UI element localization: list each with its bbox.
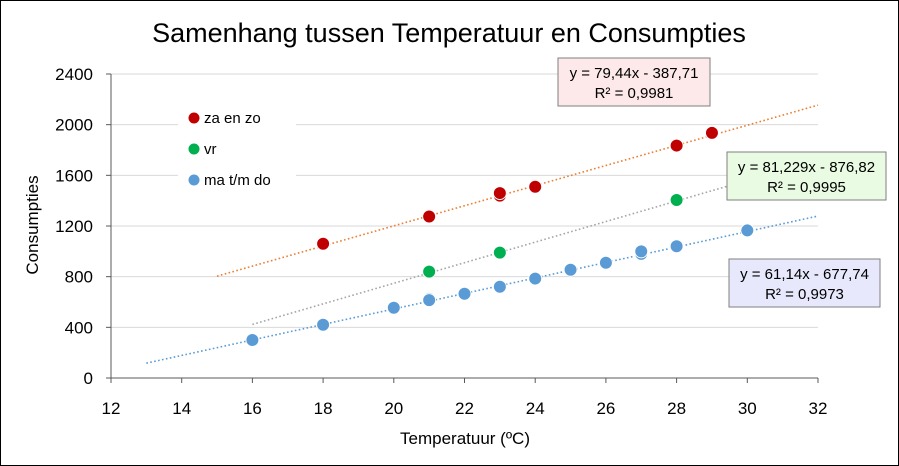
data-point-s3 (598, 255, 613, 270)
y-tick-labels: 0 400 800 1200 1600 2000 2400 (55, 65, 93, 388)
data-point-s3 (245, 333, 260, 347)
data-point-s1 (528, 179, 543, 194)
trendline-equation: y = 81,229x - 876,82 (738, 159, 875, 176)
data-point-s3 (422, 293, 437, 308)
trendline-equation: y = 79,44x - 387,71 (570, 65, 699, 82)
trendline-equation: y = 61,14x - 677,74 (740, 266, 869, 283)
data-point-s3 (457, 286, 472, 301)
x-tick-label: 20 (384, 399, 403, 418)
axes (106, 73, 819, 383)
trendline-label-2: y = 81,229x - 876,82 R² = 0,9995 (726, 151, 887, 201)
y-axis-label: Consumpties (23, 175, 42, 274)
legend: za en zo vr ma t/m do (178, 99, 296, 193)
legend-label: ma t/m do (204, 172, 271, 189)
x-tick-label: 26 (596, 399, 615, 418)
trendline-label-3: y = 61,14x - 677,74 R² = 0,9973 (728, 258, 881, 308)
x-tick-label: 32 (809, 399, 828, 418)
data-point-s2 (422, 264, 437, 279)
legend-label: za en zo (204, 110, 261, 127)
trendline-label-box (557, 57, 711, 107)
y-tick-label: 2000 (55, 116, 93, 135)
x-tick-label: 30 (738, 399, 757, 418)
legend-marker (188, 143, 200, 155)
x-tick-labels: 12 14 16 18 20 22 24 26 28 30 32 (102, 399, 828, 418)
data-point-s3 (492, 279, 507, 294)
data-point-s1 (316, 236, 331, 251)
y-tick-label: 2400 (55, 65, 93, 84)
y-tick-label: 1200 (55, 217, 93, 236)
trendline-r2: R² = 0,9995 (767, 179, 846, 196)
trendline-label-box (726, 151, 887, 201)
x-tick-label: 16 (243, 399, 262, 418)
data-point-s1 (422, 209, 437, 224)
data-point-s2 (669, 193, 684, 208)
data-point-s3 (669, 239, 684, 254)
data-point-s3 (634, 244, 649, 259)
data-point-s3 (528, 271, 543, 286)
x-tick-label: 22 (455, 399, 474, 418)
y-tick-label: 0 (84, 369, 93, 388)
x-axis-label: Temperatuur (ºC) (400, 429, 530, 448)
trendline-label-1: y = 79,44x - 387,71 R² = 0,9981 (557, 57, 711, 107)
legend-label: vr (204, 141, 217, 158)
trendline-label-box (728, 258, 881, 308)
x-tick-label: 12 (102, 399, 121, 418)
chart-title: Samenhang tussen Temperatuur en Consumpt… (152, 18, 746, 48)
x-tick-label: 14 (172, 399, 191, 418)
data-point-s2 (492, 245, 507, 260)
x-tick-label: 18 (314, 399, 333, 418)
data-point-s1 (492, 186, 507, 201)
legend-marker (188, 174, 200, 186)
x-tick-label: 24 (526, 399, 545, 418)
data-point-s1 (669, 138, 684, 153)
y-tick-label: 1600 (55, 166, 93, 185)
data-point-s3 (386, 300, 401, 315)
data-point-s3 (316, 317, 331, 332)
data-point-s3 (563, 262, 578, 277)
legend-marker (188, 112, 200, 124)
y-tick-label: 400 (65, 318, 93, 337)
trendline-labels: y = 79,44x - 387,71 R² = 0,9981 y = 81,229… (557, 57, 887, 308)
y-tick-label: 800 (65, 268, 93, 287)
data-point-s1 (704, 125, 719, 140)
trendline-r2: R² = 0,9973 (765, 286, 844, 303)
x-tick-label: 28 (667, 399, 686, 418)
trendline-3 (146, 215, 819, 364)
data-point-s3 (740, 223, 755, 238)
trendline-r2: R² = 0,9981 (595, 85, 674, 102)
data-points (245, 125, 755, 347)
